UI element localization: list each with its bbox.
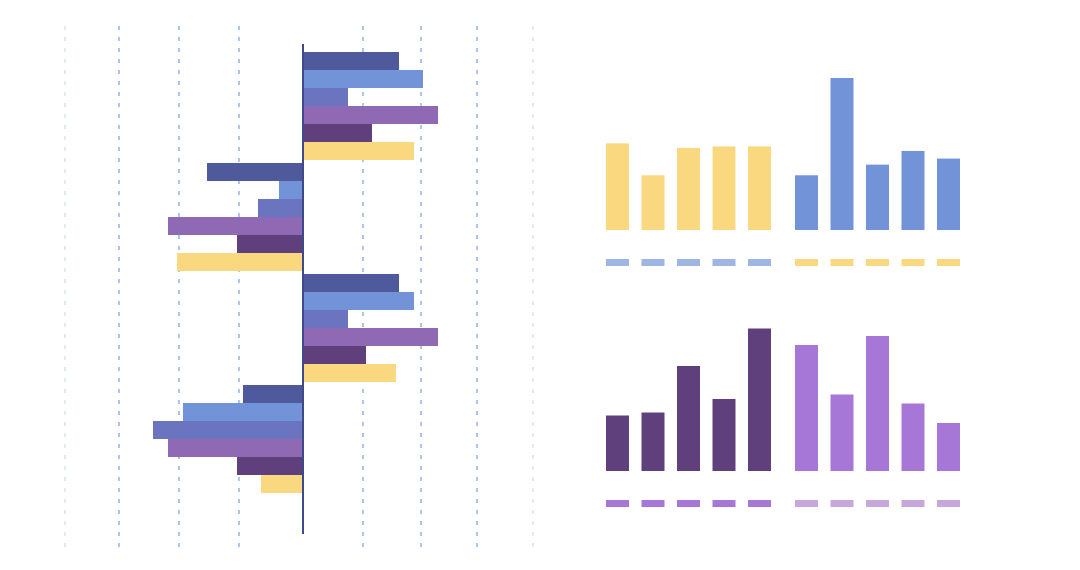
bar [303, 124, 372, 142]
legend-marker [712, 259, 736, 266]
bar [677, 147, 700, 230]
mini-bar-panels [606, 78, 960, 507]
bar [303, 106, 438, 124]
bar [153, 421, 303, 439]
bar [237, 457, 303, 475]
mini-bar-chart [795, 78, 960, 266]
bar [279, 181, 303, 199]
mini-bar-chart [606, 143, 771, 266]
bar [641, 175, 665, 230]
bar-group [303, 52, 438, 160]
bar [177, 253, 303, 271]
bar [303, 88, 348, 106]
legend-marker [830, 500, 854, 507]
legend-marker [795, 259, 818, 266]
bar [901, 150, 925, 230]
bar-group [153, 385, 303, 493]
bar [677, 366, 700, 471]
bar [303, 364, 396, 382]
bar [303, 274, 399, 292]
bar [866, 164, 889, 230]
mini-bar-chart [606, 328, 771, 507]
bar [258, 199, 303, 217]
legend-marker [606, 500, 629, 507]
bar [606, 415, 629, 471]
bar [830, 78, 854, 230]
diverging-bar-chart [153, 44, 438, 534]
bar [641, 412, 665, 471]
legend-marker [937, 259, 960, 266]
bar [303, 310, 348, 328]
legend-marker [866, 500, 889, 507]
legend-marker [901, 500, 925, 507]
bar [795, 345, 818, 471]
bar [303, 292, 414, 310]
bar [901, 403, 925, 471]
bar [243, 385, 303, 403]
legend-marker [795, 500, 818, 507]
bar [712, 399, 736, 471]
bar [237, 235, 303, 253]
bar [866, 336, 889, 471]
bar [183, 403, 303, 421]
bar [606, 143, 629, 230]
legend-marker [677, 500, 700, 507]
bar [303, 52, 399, 70]
bar [795, 175, 818, 230]
bar [303, 70, 423, 88]
legend-marker [901, 259, 925, 266]
bar [303, 346, 366, 364]
legend-marker [937, 500, 960, 507]
legend-marker [641, 500, 665, 507]
legend-marker [712, 500, 736, 507]
legend-marker [677, 259, 700, 266]
bar [712, 146, 736, 230]
bar [168, 217, 303, 235]
bar [303, 328, 438, 346]
mini-bar-chart [795, 336, 960, 507]
bar [830, 394, 854, 471]
legend-marker [606, 259, 629, 266]
legend-marker [748, 259, 771, 266]
bar [748, 146, 771, 230]
bar-group [168, 163, 303, 271]
legend-marker [866, 259, 889, 266]
bar [207, 163, 303, 181]
bar [168, 439, 303, 457]
legend-marker [748, 500, 771, 507]
legend-marker [830, 259, 854, 266]
bar [748, 328, 771, 471]
legend-marker [641, 259, 665, 266]
bar [303, 142, 414, 160]
bar [261, 475, 303, 493]
bar [937, 423, 960, 471]
bar-group [303, 274, 438, 382]
bar [937, 158, 960, 230]
